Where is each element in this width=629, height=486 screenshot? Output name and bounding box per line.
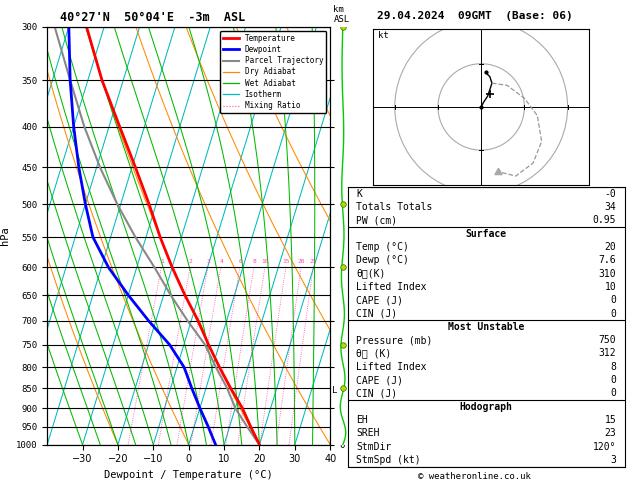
Text: 2: 2 [189, 260, 192, 264]
Text: 312: 312 [599, 348, 616, 359]
Text: StmDir: StmDir [356, 442, 391, 451]
Text: 6: 6 [238, 260, 242, 264]
Text: Surface: Surface [465, 229, 507, 239]
Text: Most Unstable: Most Unstable [448, 322, 525, 332]
Text: 0: 0 [610, 295, 616, 305]
Text: 4: 4 [220, 260, 223, 264]
Text: 15: 15 [604, 415, 616, 425]
Text: 120°: 120° [593, 442, 616, 451]
Text: 40°27'N  50°04'E  -3m  ASL: 40°27'N 50°04'E -3m ASL [60, 11, 245, 24]
Text: 34: 34 [604, 202, 616, 212]
Text: 15: 15 [282, 260, 290, 264]
Text: 0: 0 [610, 309, 616, 318]
Text: Lifted Index: Lifted Index [356, 362, 426, 372]
Text: 310: 310 [599, 269, 616, 278]
Text: CAPE (J): CAPE (J) [356, 375, 403, 385]
Text: 10: 10 [604, 282, 616, 292]
Text: -0: -0 [604, 189, 616, 199]
Text: 29.04.2024  09GMT  (Base: 06): 29.04.2024 09GMT (Base: 06) [377, 11, 573, 21]
X-axis label: Dewpoint / Temperature (°C): Dewpoint / Temperature (°C) [104, 470, 273, 480]
Text: Dewp (°C): Dewp (°C) [356, 255, 409, 265]
Text: 0.95: 0.95 [593, 215, 616, 226]
Text: © weatheronline.co.uk: © weatheronline.co.uk [418, 472, 532, 481]
Text: Totals Totals: Totals Totals [356, 202, 433, 212]
Text: CIN (J): CIN (J) [356, 388, 398, 399]
Text: 8: 8 [610, 362, 616, 372]
Text: θᴇ(K): θᴇ(K) [356, 269, 386, 278]
Text: PW (cm): PW (cm) [356, 215, 398, 226]
Text: 20: 20 [298, 260, 305, 264]
Text: LCL: LCL [332, 386, 348, 395]
Text: 25: 25 [310, 260, 318, 264]
Text: 0: 0 [610, 388, 616, 399]
Text: 8: 8 [252, 260, 256, 264]
Text: Hodograph: Hodograph [460, 401, 513, 412]
Text: Temp (°C): Temp (°C) [356, 242, 409, 252]
Text: km
ASL: km ASL [333, 5, 350, 24]
Text: Lifted Index: Lifted Index [356, 282, 426, 292]
Text: SREH: SREH [356, 428, 380, 438]
Text: StmSpd (kt): StmSpd (kt) [356, 455, 421, 465]
Text: 0: 0 [610, 375, 616, 385]
Y-axis label: Mixing Ratio (g/kg): Mixing Ratio (g/kg) [347, 185, 357, 287]
Text: kt: kt [377, 31, 388, 40]
Text: EH: EH [356, 415, 368, 425]
Text: θᴇ (K): θᴇ (K) [356, 348, 391, 359]
Text: 750: 750 [599, 335, 616, 345]
Text: CAPE (J): CAPE (J) [356, 295, 403, 305]
Text: K: K [356, 189, 362, 199]
Text: 10: 10 [262, 260, 269, 264]
Text: 3: 3 [206, 260, 210, 264]
Legend: Temperature, Dewpoint, Parcel Trajectory, Dry Adiabat, Wet Adiabat, Isotherm, Mi: Temperature, Dewpoint, Parcel Trajectory… [220, 31, 326, 113]
Text: Pressure (mb): Pressure (mb) [356, 335, 433, 345]
Y-axis label: hPa: hPa [1, 226, 11, 245]
Text: 20: 20 [604, 242, 616, 252]
Text: 1: 1 [160, 260, 164, 264]
Text: 23: 23 [604, 428, 616, 438]
Text: 3: 3 [610, 455, 616, 465]
Text: 7.6: 7.6 [599, 255, 616, 265]
Text: CIN (J): CIN (J) [356, 309, 398, 318]
